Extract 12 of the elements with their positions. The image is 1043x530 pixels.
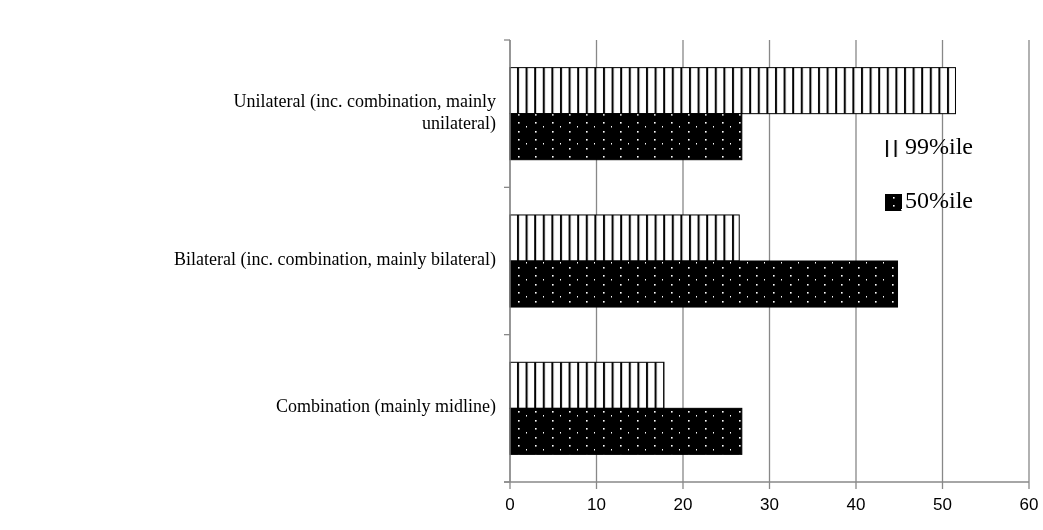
x-tick-label: 40	[846, 495, 866, 514]
legend-label: 50%ile	[905, 186, 973, 213]
x-tick-label: 30	[760, 495, 779, 514]
x-tick-label: 60	[1019, 495, 1039, 514]
y-tick-label: Unilateral (inc. combination, mainly unilateral)	[233, 90, 496, 134]
x-tick-label: 10	[587, 495, 606, 514]
legend-label: 99%ile	[905, 132, 973, 159]
y-tick-label: Bilateral (inc. combination, mainly bilateral)	[174, 249, 497, 271]
x-tick-label: 0	[505, 495, 515, 514]
y-tick-label: Combination (mainly midline)	[276, 396, 496, 418]
x-tick-label: 20	[673, 495, 693, 514]
x-tick-label: 50	[933, 495, 952, 514]
